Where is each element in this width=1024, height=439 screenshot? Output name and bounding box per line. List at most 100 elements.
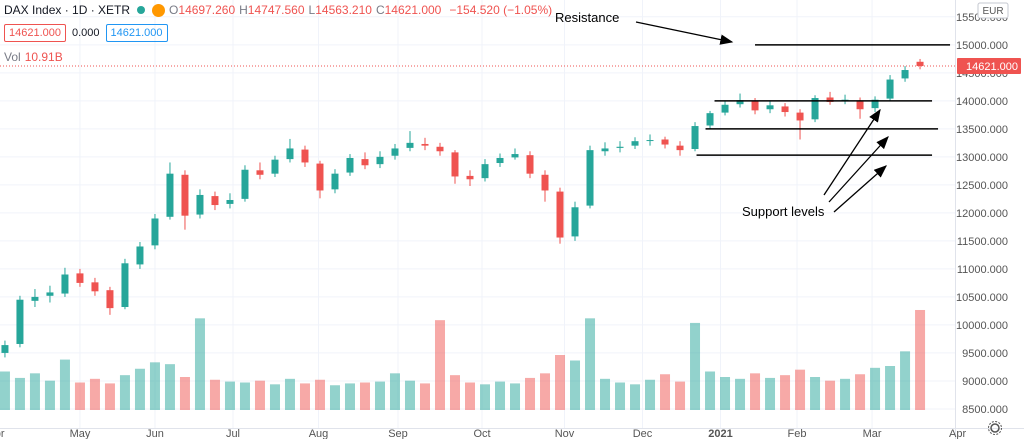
ohlc-key: H [239, 3, 248, 17]
candle-body [46, 292, 54, 296]
annotation: Resistance [555, 10, 619, 25]
volume-bar [359, 382, 370, 410]
volume-bar [585, 318, 596, 410]
candle-body [646, 140, 654, 142]
candle-body [391, 148, 399, 156]
candle-body [331, 173, 339, 190]
volume-bar [224, 381, 235, 410]
candle-body [661, 139, 669, 145]
spread: 0.000 [72, 27, 100, 39]
x-tick-label: Dec [633, 428, 653, 439]
candle-body [631, 141, 639, 146]
candle-body [871, 99, 879, 109]
change: −154.520 (−1.05%) [449, 3, 553, 17]
y-tick-label: 9000.000 [962, 376, 1008, 388]
candle-body [271, 159, 279, 174]
candle-body [31, 296, 39, 301]
candle-body [106, 290, 114, 309]
candle-body [421, 143, 429, 146]
volume-bar [780, 375, 791, 410]
ohlc-key: C [375, 3, 385, 17]
candle-body [196, 194, 204, 215]
volume-bar [825, 380, 836, 410]
volume-bar [329, 385, 340, 410]
y-tick-label: 13000.000 [956, 152, 1008, 164]
x-tick-label: Sep [388, 428, 408, 439]
volume-bar [900, 351, 911, 410]
candle-body [316, 163, 324, 191]
candle-body [211, 196, 219, 206]
y-tick-label: 12500.000 [956, 180, 1008, 192]
candle-body [406, 142, 414, 148]
candle-body [301, 149, 309, 163]
candle-body [541, 174, 549, 191]
candle-body [526, 155, 534, 174]
x-tick-label: 2021 [708, 428, 732, 439]
candle-body [751, 101, 759, 111]
volume-bar [254, 380, 265, 410]
y-tick-label: 11000.000 [957, 264, 1008, 276]
arrow [823, 108, 881, 196]
volume-bar [690, 322, 701, 410]
price-box[interactable]: 14621.000 [4, 24, 66, 42]
x-tick-label: Aug [309, 428, 329, 439]
candle-body [736, 100, 744, 105]
volume-bar [194, 318, 205, 410]
volume-bar [74, 382, 85, 410]
volume-bar [570, 360, 581, 410]
candle-body [496, 157, 504, 164]
y-tick-label: 12000.000 [956, 208, 1008, 220]
candle-body [856, 100, 864, 110]
candle-body [466, 175, 474, 180]
symbol-title: DAX Index · 1D · XETR [4, 3, 131, 17]
volume-bar [765, 377, 776, 410]
arrow [833, 165, 887, 213]
candle-body [136, 246, 144, 265]
price-box[interactable]: 14621.000 [105, 24, 168, 42]
volume-bar [389, 373, 400, 410]
x-tick-label: Apr [949, 428, 966, 439]
candle-body [16, 299, 24, 344]
candle-body [436, 146, 444, 152]
volume-bar [449, 375, 460, 410]
currency-box[interactable] [977, 2, 1009, 19]
ohlc-legend: O 14697.260 H 14747.560 L 14563.210 C 14621.000 [169, 3, 445, 17]
y-tick-label: 11500.000 [957, 236, 1008, 248]
volume-bar [0, 371, 10, 410]
volume-bar [134, 368, 145, 410]
status-dot [137, 6, 146, 14]
volume-bar [525, 377, 536, 410]
volume-bar [870, 367, 881, 410]
volume-bar [855, 374, 866, 410]
y-tick-label: 8500.000 [962, 404, 1008, 416]
y-tick-label: 10000.000 [956, 320, 1008, 332]
x-tick-label: Mar [863, 428, 882, 439]
volume-bar [810, 377, 821, 410]
candle-body [451, 152, 459, 177]
candle-body [256, 170, 264, 175]
volume-bar [705, 371, 716, 410]
last-price-tag [957, 58, 1021, 75]
annotation: Support levels [742, 204, 825, 219]
volume-bar [750, 373, 761, 410]
candle-body [61, 274, 69, 294]
volume-bar [104, 383, 115, 410]
candle-body [766, 105, 774, 110]
candle-body [511, 154, 519, 158]
last-price-label: 14621.000 [966, 61, 1018, 73]
ohlc-value: 14747.560 [247, 3, 305, 17]
candle-body [226, 199, 234, 204]
volume-bar [645, 379, 656, 410]
volume-bar [269, 384, 280, 410]
volume-bar [915, 309, 926, 410]
x-tick-label: May [70, 428, 91, 439]
candle-body [781, 106, 789, 113]
candle-body [571, 207, 579, 237]
volume-bar [795, 369, 806, 410]
x-tick-label: Jul [226, 428, 240, 439]
candle-body [346, 157, 354, 173]
volume-bar [720, 377, 731, 410]
settings-icon[interactable] [988, 421, 1002, 435]
candle-body [181, 174, 189, 216]
volume-bar [314, 379, 325, 410]
